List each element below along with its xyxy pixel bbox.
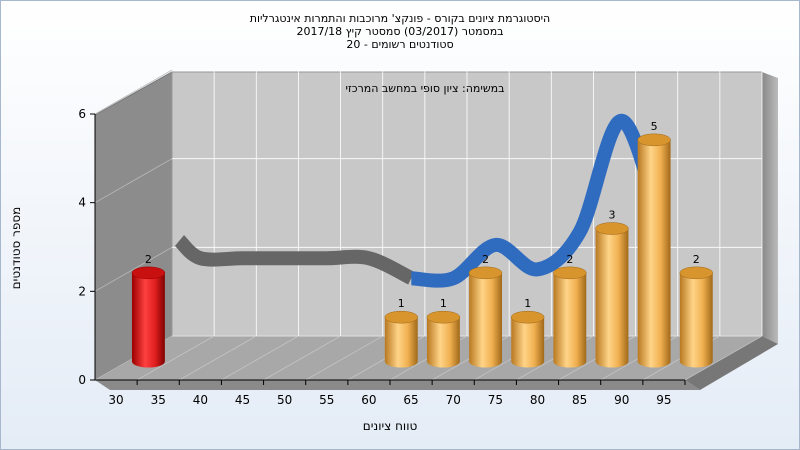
x-tick-label: 70: [446, 393, 461, 407]
y-tick-label: 0: [78, 373, 86, 387]
bar: [384, 310, 418, 368]
x-tick-label: 40: [193, 393, 208, 407]
bar-top: [511, 310, 545, 324]
bar-value-label: 5: [651, 120, 658, 133]
bar-top: [637, 133, 671, 147]
bar-value-label: 2: [566, 253, 573, 266]
v-gridline-floor: [221, 335, 299, 381]
ribbon-segment-active: [410, 113, 671, 288]
x-tick-label: 30: [108, 393, 123, 407]
chart-title-line-3: סטודנטים רשומים - 20: [346, 38, 454, 51]
chart-title-line-2: במסמטר (03/2017) סמסטר קיץ 2017/18: [296, 25, 504, 38]
bar: [595, 222, 629, 368]
bar: [131, 266, 166, 368]
x-tick-label: 85: [572, 393, 587, 407]
bar-value-label: 2: [145, 253, 152, 266]
x-tick-label: 90: [614, 393, 629, 407]
bar-body: [469, 272, 502, 368]
bar-value-label: 1: [524, 297, 531, 310]
bar-top: [468, 266, 503, 280]
h-gridline-side: [94, 69, 173, 115]
bar-value-label: 2: [482, 253, 489, 266]
bars: [131, 133, 713, 368]
x-tick-label: 65: [403, 393, 418, 407]
x-tick-label: 45: [235, 393, 250, 407]
right-side-face: [762, 72, 778, 344]
bar: [679, 266, 713, 368]
y-axis-label: מספר סטודנטים: [9, 207, 23, 290]
v-gridline-floor: [263, 335, 341, 381]
floor-front-edge: [95, 380, 700, 390]
x-axis-label: טווח ציונים: [363, 419, 418, 433]
v-gridline-floor: [179, 335, 257, 381]
bar-body: [553, 272, 587, 368]
bar-top: [595, 222, 629, 235]
x-tick-label: 35: [151, 393, 166, 407]
h-gridline-side: [94, 246, 173, 292]
bar: [553, 266, 587, 368]
bar-value-label: 1: [398, 297, 405, 310]
bar-body: [595, 228, 629, 368]
ribbon-segment-flat: [174, 235, 415, 285]
bar-top: [426, 310, 461, 324]
v-gridline-floor: [684, 335, 763, 381]
bar-body: [426, 317, 460, 368]
trend-ribbon: [174, 113, 671, 288]
x-tick-label: 75: [488, 393, 503, 407]
bar-value-label: 2: [693, 253, 700, 266]
bar-top: [553, 266, 587, 280]
x-tick-label: 50: [277, 393, 292, 407]
v-gridline-floor: [136, 335, 215, 381]
y-tick-label: 6: [78, 107, 86, 121]
bar-value-label: 1: [440, 297, 447, 310]
bar-body: [384, 317, 418, 368]
bar-body: [679, 272, 713, 368]
bar-value-label: 3: [608, 209, 615, 222]
bar-body: [511, 317, 545, 368]
x-tick-label: 80: [530, 393, 545, 407]
bar: [637, 133, 671, 368]
x-tick-label: 60: [361, 393, 376, 407]
data-labels: 2 1 1 2 1 2 3 5 2: [145, 120, 700, 310]
bar-top: [384, 310, 418, 324]
v-gridline-floor: [305, 335, 383, 381]
bar: [468, 266, 503, 368]
x-tick-label: 95: [656, 393, 671, 407]
y-tick-label: 4: [78, 196, 86, 210]
y-tick-label: 2: [78, 284, 86, 298]
x-tick-label: 55: [319, 393, 334, 407]
bar-body: [131, 272, 165, 368]
h-gridline-side: [94, 158, 173, 204]
chart-title-line-1: היסטוגרמת ציונים בקורס - פונקצ' מרוכבות …: [249, 12, 551, 25]
bar-top: [131, 266, 166, 280]
bar: [511, 310, 545, 368]
floor-edge: [685, 336, 778, 390]
bar: [426, 310, 461, 368]
bar-top: [679, 266, 713, 280]
chart-annotation: במשימה: ציון סופי במחשב המרכזי: [345, 82, 504, 95]
bar-body: [637, 139, 671, 368]
